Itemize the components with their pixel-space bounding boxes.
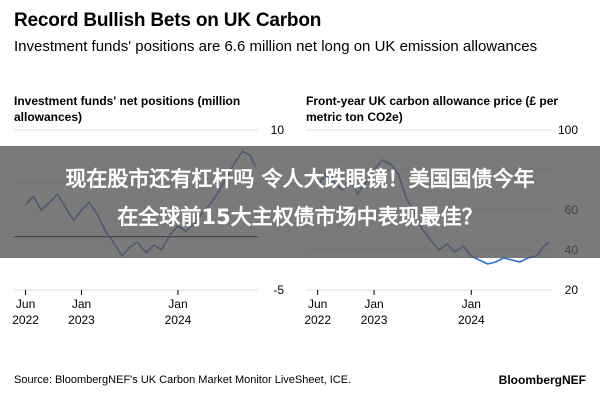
source-note: Source: BloombergNEF's UK Carbon Market … <box>14 374 352 386</box>
price-x-tick-label: 2023 <box>361 313 388 327</box>
overlay-headline[interactable]: 现在股市还有杠杆吗 令人大跌眼镜！美国国债今年 在全球前15大主权债市场中表现最… <box>0 160 600 236</box>
price-x-tick-label: Jan <box>462 297 481 311</box>
overlay-line-1: 现在股市还有杠杆吗 令人大跌眼镜！美国国债今年 <box>65 167 535 191</box>
overlay-banner <box>0 146 600 258</box>
left-panel-title: Investment funds' net positions (million… <box>14 94 241 124</box>
positions-x-tick-label: 2024 <box>165 313 192 327</box>
price-x-tick-label: 2024 <box>458 313 485 327</box>
positions-y-tick-label: -5 <box>273 283 284 297</box>
positions-x-tick-label: 2023 <box>68 313 95 327</box>
price-x-tick-label: Jun <box>308 297 327 311</box>
chart-subtitle: Investment funds' positions are 6.6 mill… <box>14 38 538 55</box>
brand-logo: BloombergNEF <box>498 373 586 387</box>
positions-y-tick-label: 10 <box>271 123 285 137</box>
price-y-tick-label: 20 <box>565 283 579 297</box>
positions-x-tick-label: Jun <box>16 297 35 311</box>
price-x-tick-label: Jan <box>364 297 383 311</box>
positions-x-tick-label: 2022 <box>12 313 39 327</box>
chart-title: Record Bullish Bets on UK Carbon <box>14 10 322 31</box>
price-y-tick-label: 100 <box>558 123 578 137</box>
overlay-line-2: 在全球前15大主权债市场中表现最佳？ <box>117 205 483 229</box>
positions-x-tick-label: Jan <box>72 297 91 311</box>
positions-x-tick-label: Jan <box>168 297 187 311</box>
right-panel-title: Front-year UK carbon allowance price (£ … <box>306 94 559 124</box>
price-x-tick-label: 2022 <box>304 313 331 327</box>
